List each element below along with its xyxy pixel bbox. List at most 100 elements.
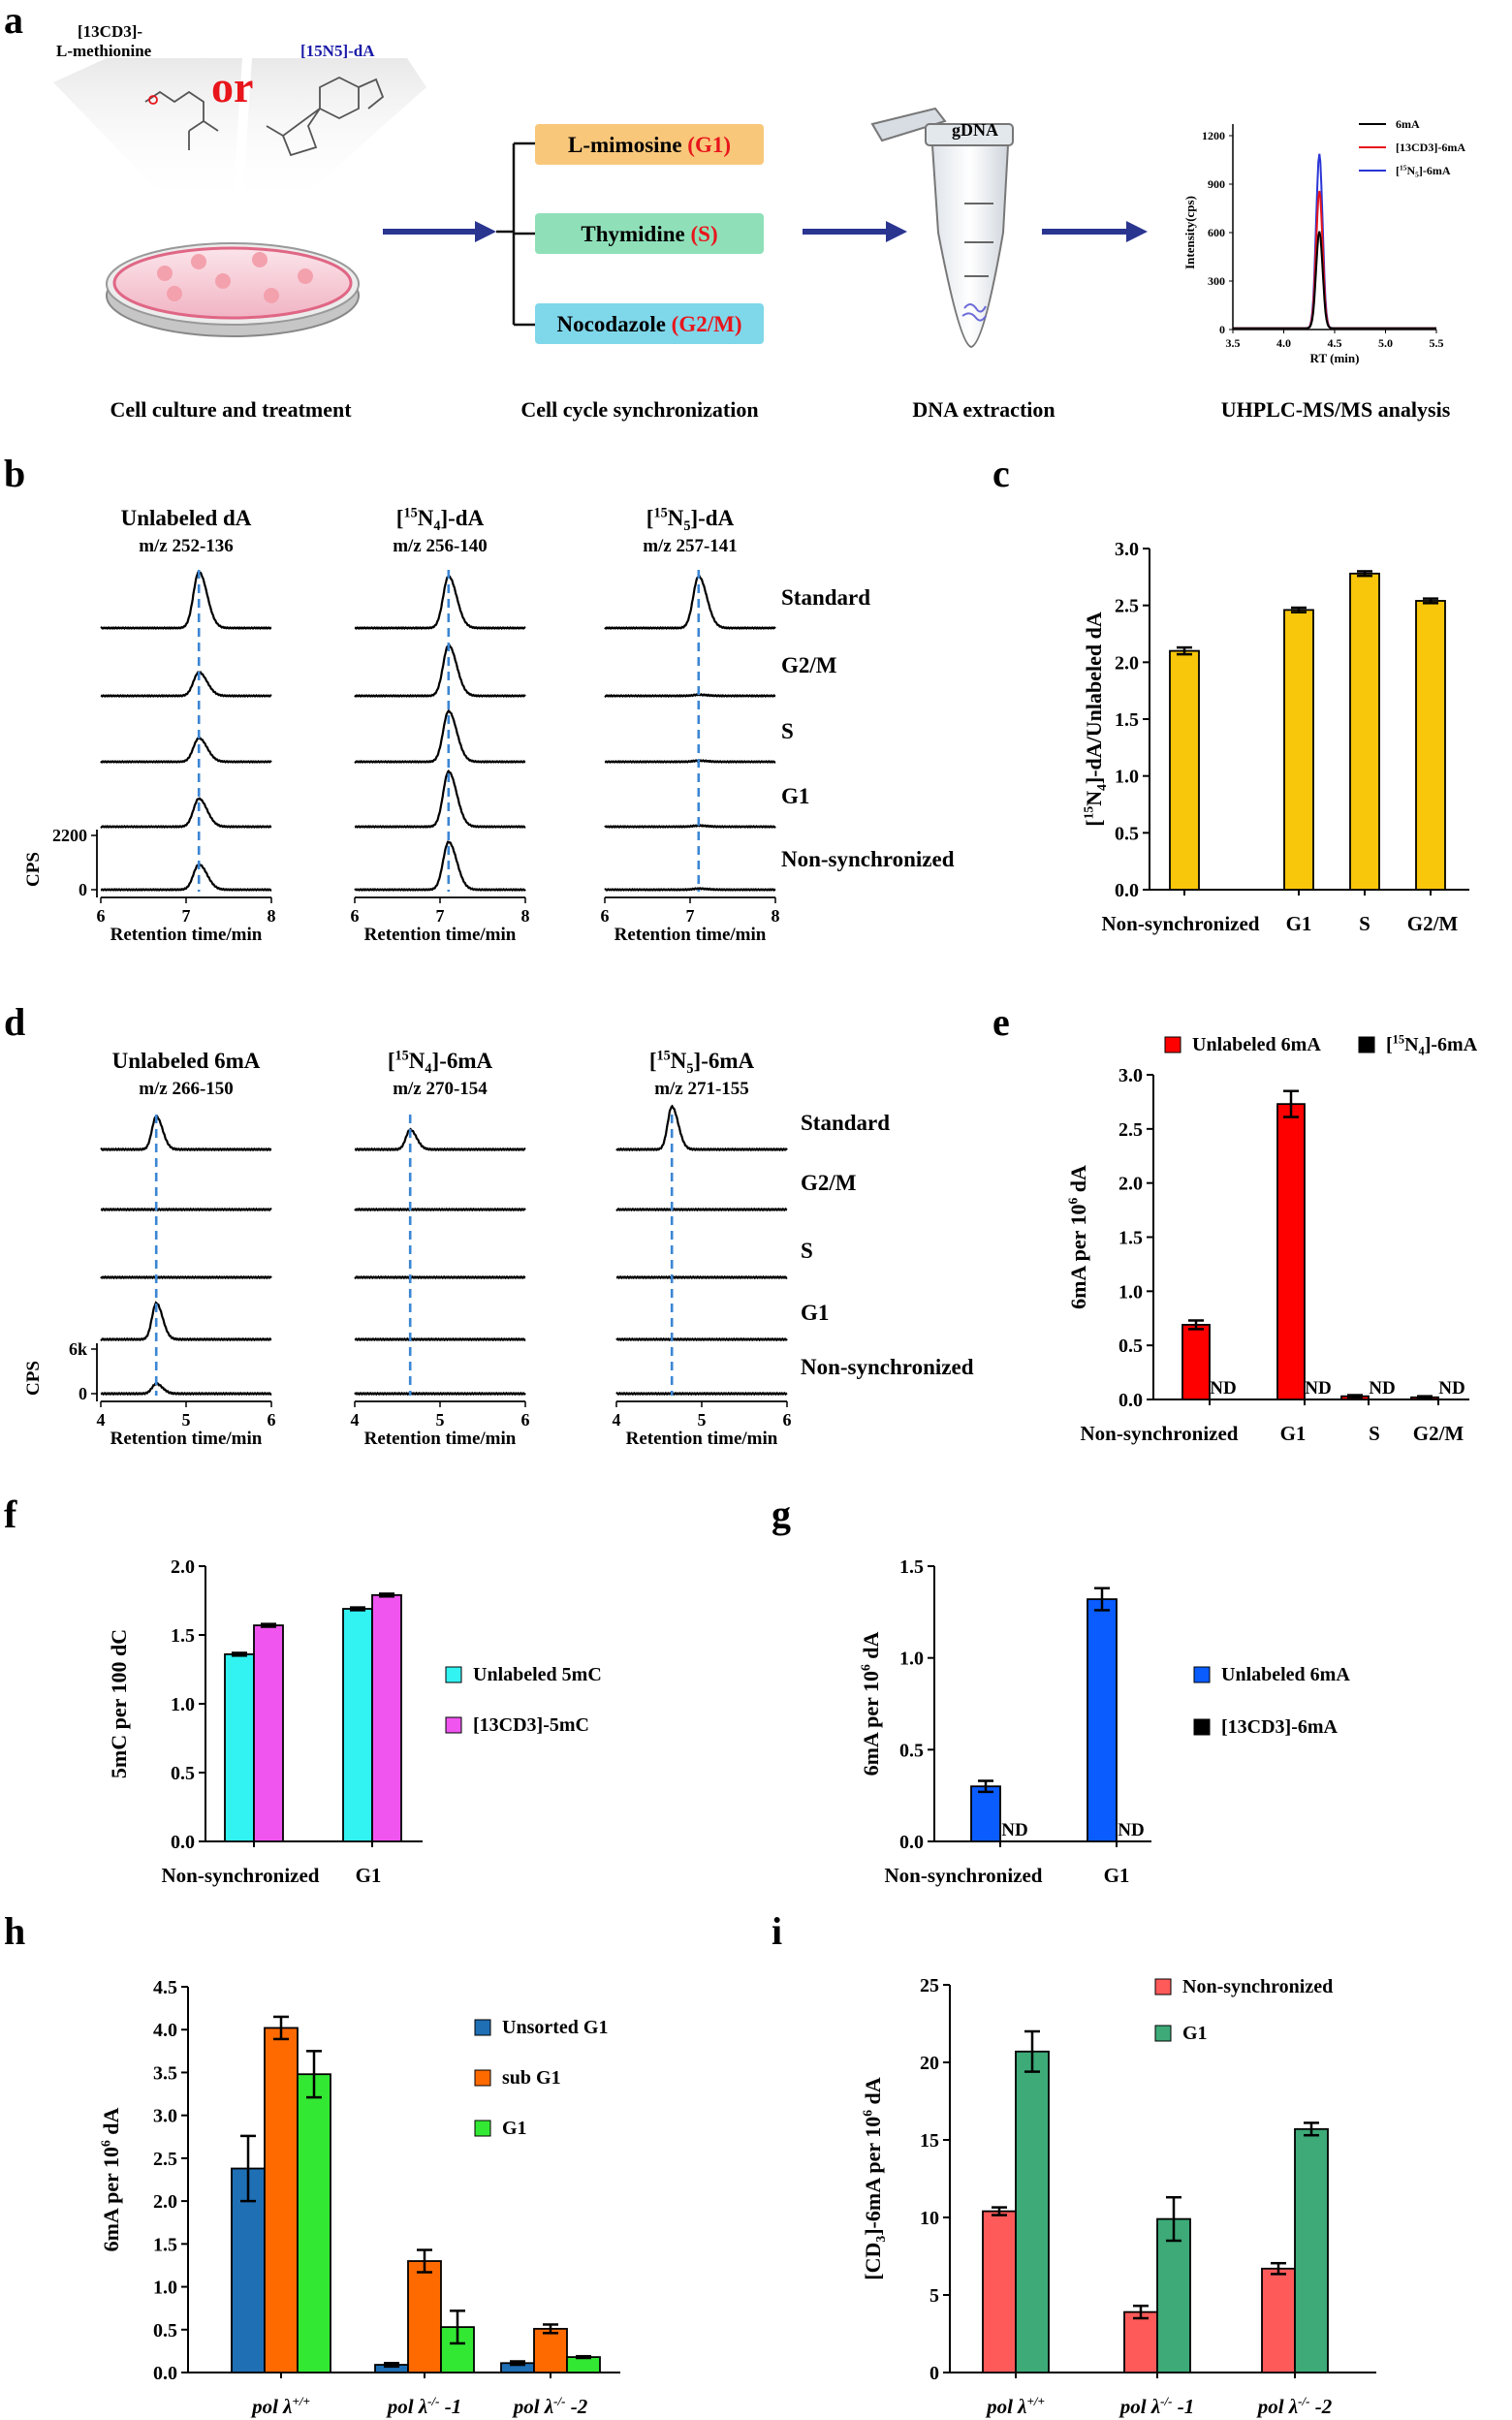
panel-e-bar-chart: 0.0 0.5 1.0 1.5 2.0 2.5 3.0 6mA per 106 dA ND Non… bbox=[1066, 1032, 1478, 1445]
label-part: Unlabeled dA bbox=[121, 506, 252, 530]
bar-y-tick-label: 1.5 bbox=[1115, 709, 1139, 731]
chrom-x-tick-label: 5 bbox=[436, 1410, 445, 1430]
chrom-trace-s bbox=[354, 1274, 526, 1280]
chrom-x-label: Retention time/min bbox=[364, 1429, 517, 1449]
label-part: G1 bbox=[1182, 2023, 1208, 2044]
chrom-x-tick-label: 6 bbox=[268, 1410, 276, 1430]
light-cone-right bbox=[242, 58, 426, 208]
label-part: [ bbox=[649, 1049, 657, 1073]
bar-category-label-g2-m: G2/M bbox=[1407, 912, 1459, 935]
bar-y-tick-label: 2.0 bbox=[1115, 652, 1139, 674]
label-part: 6 bbox=[859, 1664, 873, 1671]
label-part: G1 bbox=[1104, 1864, 1130, 1887]
chrom-y-tick-label: 0 bbox=[79, 880, 87, 899]
bar-y-tick-label: 1.5 bbox=[171, 1625, 195, 1647]
trace-label-s: S bbox=[781, 719, 794, 743]
bar-y-tick-label: 0.5 bbox=[153, 2320, 177, 2341]
legend-label-13cd3-5mc: [13CD3]-5mC bbox=[473, 1714, 589, 1736]
panel-g-bar-chart: 0.0 0.5 1.0 1.5 6mA per 106 dA ND Non-synchron… bbox=[859, 1556, 1351, 1887]
label-part: 4 bbox=[433, 519, 440, 534]
legend-swatch-sub-g1 bbox=[474, 2069, 491, 2087]
chrom-trace-non-synchronized bbox=[100, 862, 272, 892]
bar-unlabeled-6ma-g1 bbox=[1087, 1598, 1118, 1842]
bar-category-label-pol-2: pol λ-/- -2 bbox=[1256, 2394, 1333, 2418]
chrom-y-label: CPS bbox=[23, 852, 44, 887]
bar-y-tick-label: 1.5 bbox=[899, 1556, 924, 1578]
trace-label-s: S bbox=[801, 1239, 813, 1263]
bar-y-tick-label: 1.0 bbox=[153, 2278, 177, 2299]
label-part: +/+ bbox=[292, 2394, 309, 2408]
label-part: N bbox=[671, 1049, 687, 1073]
panel-label-h: h bbox=[4, 1909, 25, 1953]
gdna-label: gDNA bbox=[952, 120, 998, 140]
bar-g1-pol bbox=[1015, 2050, 1050, 2373]
inset-y-tick-label: 600 bbox=[1208, 226, 1225, 239]
bar-g1-pol-2 bbox=[1294, 2127, 1329, 2373]
label-part: ]-6mA per 10 bbox=[861, 2117, 885, 2236]
chrom-trace-non-synchronized bbox=[354, 1391, 526, 1397]
workflow-arrow-2 bbox=[803, 221, 907, 242]
reagent-left-label-2: L-methionine bbox=[56, 42, 152, 60]
inset-y-tick-label: 1200 bbox=[1202, 129, 1225, 142]
chrom-x-label: Retention time/min bbox=[614, 925, 767, 945]
bar-category-label-pol-2: pol λ-/- -2 bbox=[512, 2394, 588, 2418]
label-part: N bbox=[418, 506, 434, 530]
step-label-culture: Cell culture and treatment bbox=[110, 397, 352, 422]
bar-13cd3-5mc-non-synchronized bbox=[253, 1624, 284, 1842]
panel-label-d: d bbox=[4, 1000, 25, 1044]
bar-unlabeled-6ma-g1 bbox=[1276, 1103, 1306, 1400]
bar-sub-g1-pol-2 bbox=[533, 2327, 568, 2373]
panel-label-g: g bbox=[772, 1493, 791, 1536]
bar-y-tick-label: 0.5 bbox=[899, 1740, 924, 1761]
label-part: N bbox=[1404, 1034, 1419, 1055]
legend-swatch-unlabeled-5mc bbox=[445, 1666, 462, 1683]
bar-y-tick-label: 1.0 bbox=[171, 1694, 195, 1715]
bar-y-tick-label: 25 bbox=[920, 1975, 939, 1996]
bar-y-tick-label: 3.0 bbox=[1118, 1065, 1143, 1086]
drug-box-nocodazole bbox=[535, 303, 764, 344]
bar-y-tick-label: 2.5 bbox=[1118, 1119, 1143, 1141]
branch-lines bbox=[496, 141, 535, 327]
bar-y-tick-label: 1.0 bbox=[1118, 1281, 1143, 1303]
bar-unlabeled-6ma-non-synchronized bbox=[970, 1785, 1001, 1842]
chrom-trace-g2-m bbox=[354, 1207, 526, 1212]
label-part: 5 bbox=[1415, 171, 1419, 179]
label-part: N bbox=[1406, 164, 1415, 177]
bar-category-label-non-synchronized: Non-synchronized bbox=[1102, 912, 1260, 935]
trace-label-g2-m: G2/M bbox=[781, 653, 837, 677]
label-part: Unlabeled 6mA bbox=[1221, 1664, 1350, 1685]
label-part: N bbox=[668, 506, 684, 530]
chrom-mz: m/z 270-154 bbox=[393, 1079, 488, 1099]
label-part: ]-dA bbox=[690, 506, 734, 530]
label-part: 4 bbox=[425, 1061, 431, 1077]
legend-swatch-g1 bbox=[1154, 2025, 1172, 2042]
bar-y-tick-label: 2.0 bbox=[171, 1556, 195, 1578]
label-part: 6mA bbox=[1396, 117, 1420, 131]
drug-label-l-mimosine: L-mimosine (G1) bbox=[568, 133, 731, 157]
inset-x-tick-label: 4.0 bbox=[1276, 336, 1291, 350]
chrom-trace-g1 bbox=[354, 1336, 526, 1342]
bar-non-synchronized-pol-1 bbox=[1123, 2310, 1158, 2373]
nd-label: ND bbox=[1369, 1378, 1395, 1399]
chrom-x-tick-label: 6 bbox=[783, 1410, 792, 1430]
chrom-mz: m/z 266-150 bbox=[139, 1079, 234, 1099]
panel-label-i: i bbox=[772, 1909, 782, 1953]
label-part: pol λ bbox=[386, 2395, 427, 2418]
chrom-trace-standard bbox=[354, 1127, 526, 1152]
step-label-sync: Cell cycle synchronization bbox=[520, 397, 758, 422]
chrom-x-tick-label: 6 bbox=[521, 1410, 530, 1430]
chrom-y-tick-label: 2200 bbox=[52, 826, 87, 845]
label-part: [ bbox=[388, 1049, 395, 1073]
bar-y-tick-label: 1.0 bbox=[1115, 767, 1139, 788]
bar-y-tick-label: 2.5 bbox=[1115, 596, 1139, 617]
dA-structure-icon bbox=[266, 76, 385, 157]
workflow-arrow-1 bbox=[383, 221, 496, 242]
chrom-trace-s bbox=[615, 1274, 788, 1280]
bar-y-tick-label: 5 bbox=[929, 2285, 939, 2307]
label-part: G1 bbox=[356, 1864, 382, 1887]
label-part: Non-synchronized bbox=[1102, 912, 1260, 935]
